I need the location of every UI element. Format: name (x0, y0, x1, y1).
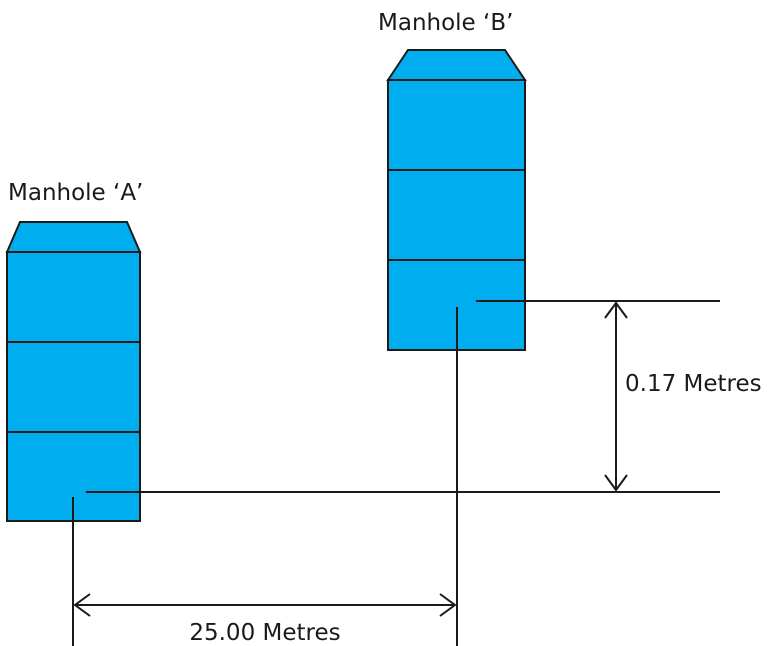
arrowhead-up-icon (604, 301, 628, 319)
horizontal-dimension-label: 25.00 Metres (189, 620, 340, 646)
manhole-a-label: Manhole ‘A’ (8, 180, 143, 206)
vertical-dimension-label: 0.17 Metres (625, 371, 762, 397)
manhole-a (5, 221, 142, 522)
vertical-dimension (604, 301, 628, 492)
manhole-a-shaft (6, 251, 141, 522)
arrowhead-right-icon (439, 593, 457, 617)
arrowhead-down-icon (604, 474, 628, 492)
manhole-a-cap (5, 221, 142, 253)
horizontal-dimension (73, 593, 457, 617)
manhole-b-cap (386, 49, 527, 81)
arrowhead-left-icon (73, 593, 91, 617)
manhole-b-label: Manhole ‘B’ (378, 10, 513, 36)
manhole-b (386, 49, 527, 351)
manhole-b-shaft (387, 79, 526, 351)
